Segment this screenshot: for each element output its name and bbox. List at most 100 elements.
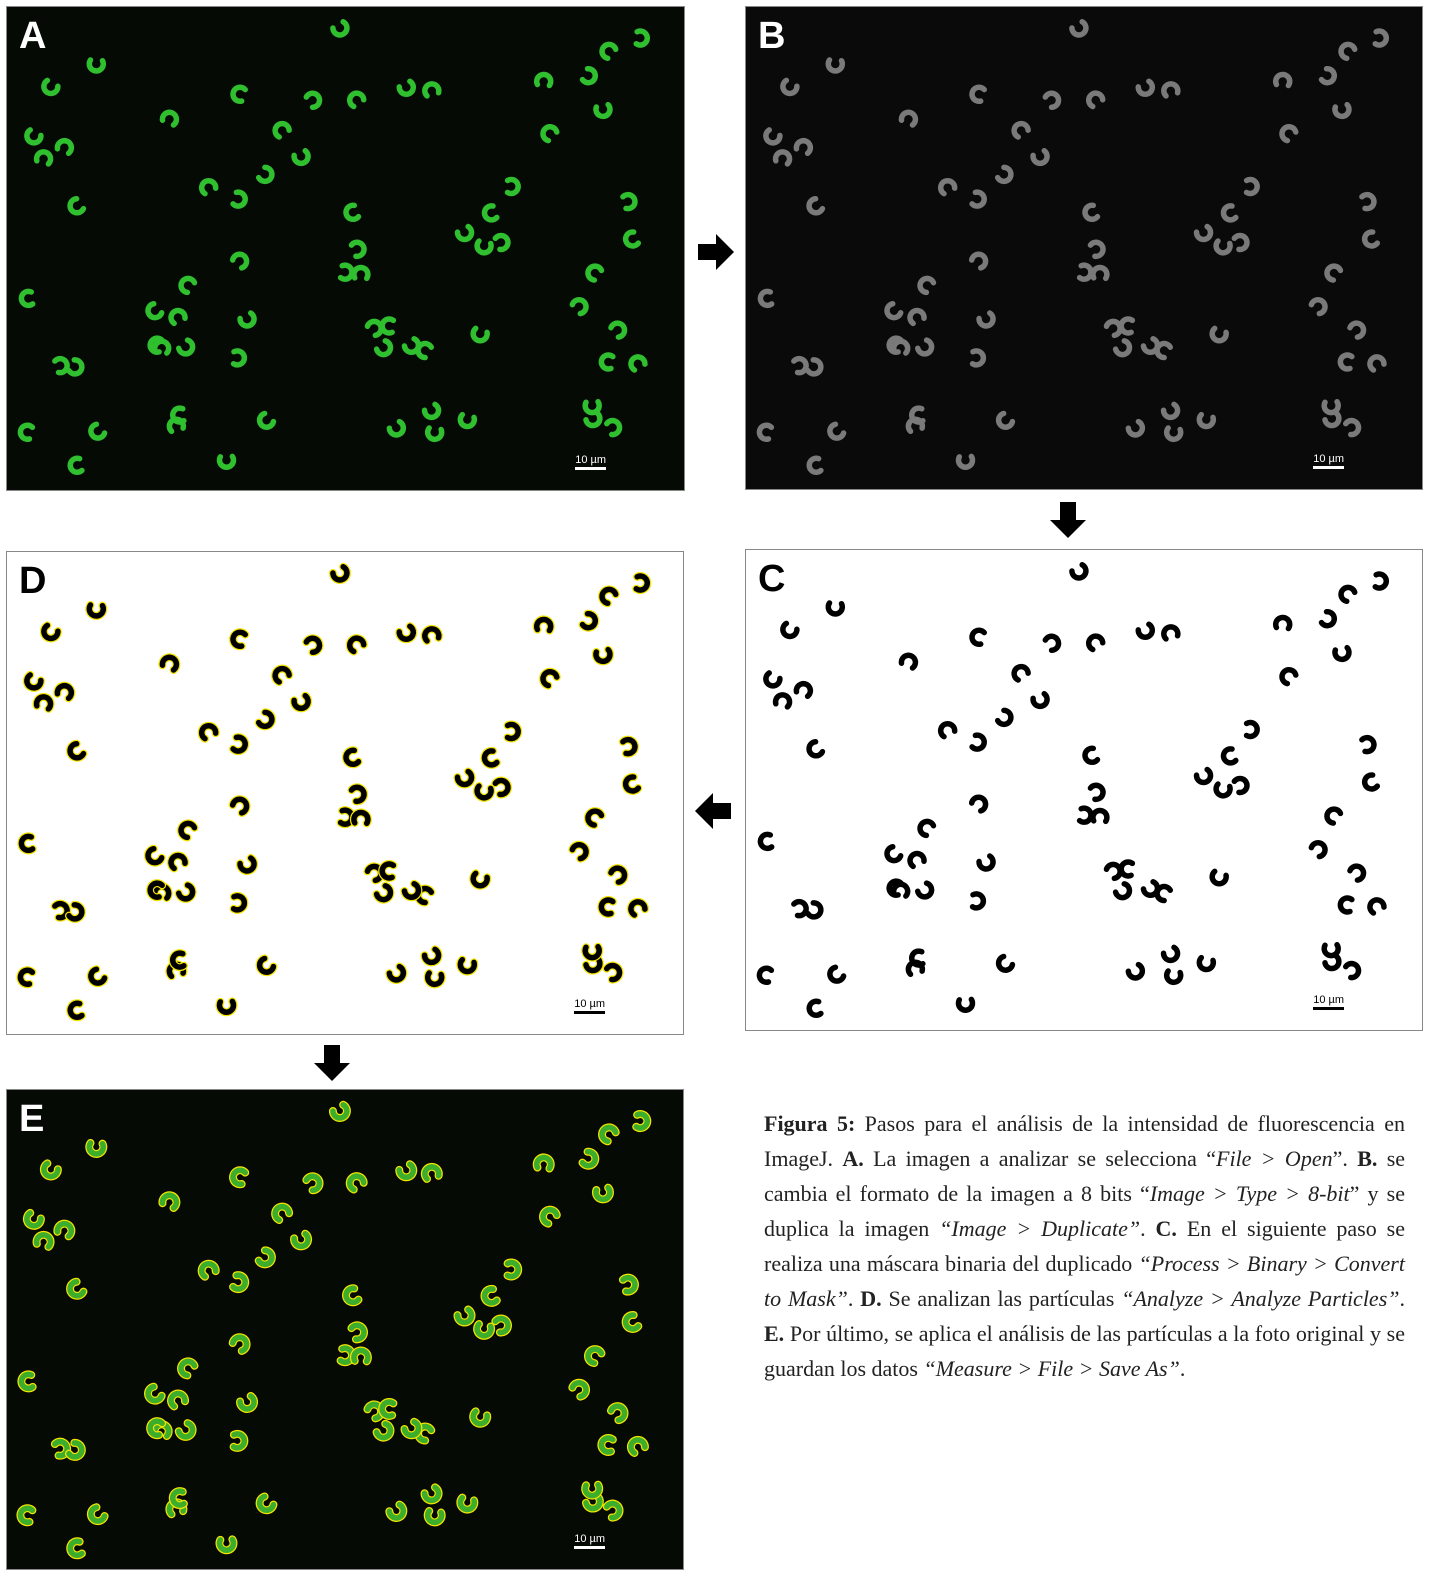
cell — [178, 1422, 195, 1439]
cell — [1011, 664, 1029, 681]
cell — [1324, 945, 1338, 956]
cell — [272, 1204, 290, 1221]
cell — [623, 738, 637, 754]
cell — [828, 60, 843, 71]
cell — [884, 303, 901, 321]
cell — [88, 1507, 105, 1524]
cell — [958, 999, 972, 1010]
cell — [780, 80, 797, 96]
cell — [508, 1262, 519, 1276]
cell — [344, 749, 359, 766]
cell — [808, 1001, 821, 1017]
cell — [1162, 82, 1178, 96]
cell — [1338, 585, 1355, 603]
cell — [351, 1323, 366, 1340]
scale-bar: 10 µm — [1313, 453, 1344, 469]
cell — [911, 951, 923, 966]
cell — [996, 413, 1013, 430]
cell — [884, 846, 901, 864]
cell — [585, 947, 599, 958]
cell — [1032, 693, 1049, 708]
cell — [1375, 574, 1387, 589]
cell — [389, 966, 407, 983]
cell — [234, 351, 245, 365]
cell — [178, 339, 195, 356]
caption-run: “Measure > File > Save As” — [923, 1356, 1179, 1381]
cell — [354, 267, 368, 278]
cell — [970, 85, 984, 102]
scale-bar-line — [574, 1011, 605, 1014]
cell — [351, 785, 366, 802]
cell — [1234, 776, 1249, 793]
cell — [389, 421, 407, 438]
cell — [595, 1187, 611, 1200]
cell — [536, 74, 551, 86]
cell — [89, 60, 104, 71]
cell — [57, 139, 74, 154]
cell — [233, 736, 247, 752]
cell — [1128, 964, 1146, 981]
cell — [233, 191, 247, 207]
cell — [88, 424, 105, 441]
cell — [978, 313, 995, 329]
cell-field — [7, 7, 685, 491]
cell — [1215, 241, 1231, 254]
cell — [978, 856, 995, 872]
cell — [145, 848, 162, 866]
cell — [257, 958, 274, 975]
cell — [1334, 104, 1350, 117]
cell — [404, 883, 422, 900]
cell — [178, 276, 195, 294]
panel-label: B — [758, 15, 785, 58]
figure-caption: Figura 5: Pasos para el análisis de la i… — [764, 1106, 1405, 1386]
cell — [911, 408, 923, 423]
cell — [1198, 957, 1214, 971]
cell — [1093, 267, 1107, 278]
cell — [471, 873, 488, 888]
cell — [169, 308, 186, 324]
cell — [1275, 617, 1290, 629]
cell — [540, 1207, 557, 1224]
cell — [69, 1541, 82, 1557]
cell — [347, 635, 365, 652]
cell — [808, 458, 821, 474]
cell — [1045, 91, 1061, 108]
caption-run: Figura 5: — [764, 1111, 855, 1136]
cell — [41, 1163, 58, 1179]
cell — [1045, 634, 1061, 651]
caption-run: Se analizan las partículas — [882, 1286, 1122, 1311]
cell — [162, 655, 179, 670]
cell — [585, 1346, 602, 1364]
scale-bar-line — [1313, 1007, 1344, 1010]
cell-field — [7, 1090, 684, 1570]
cell — [427, 428, 442, 440]
page: A10 µmB10 µmC10 µmD10 µmE10 µm Figura 5:… — [0, 0, 1436, 1576]
cell — [36, 150, 52, 164]
cell — [796, 682, 813, 697]
cell — [231, 85, 245, 102]
cell — [828, 603, 843, 614]
cell — [808, 359, 824, 376]
cell — [1279, 124, 1296, 141]
cell — [599, 42, 616, 60]
cell — [1011, 121, 1029, 138]
cell — [917, 276, 934, 294]
cell — [257, 413, 274, 430]
arrow-right — [696, 232, 736, 272]
cell — [997, 710, 1013, 727]
cell — [901, 110, 918, 125]
cell — [1090, 240, 1105, 257]
scale-bar: 10 µm — [574, 998, 605, 1014]
cell — [1324, 263, 1341, 281]
cell — [599, 587, 616, 605]
cell — [293, 1233, 310, 1248]
cell — [219, 1001, 233, 1012]
cell — [172, 1491, 184, 1506]
micrograph-panel: B 10 µm — [745, 6, 1423, 490]
cell — [610, 1403, 627, 1421]
cell — [540, 124, 557, 141]
cell — [424, 1487, 441, 1503]
panel-label: D — [19, 560, 46, 603]
cell — [628, 899, 645, 915]
